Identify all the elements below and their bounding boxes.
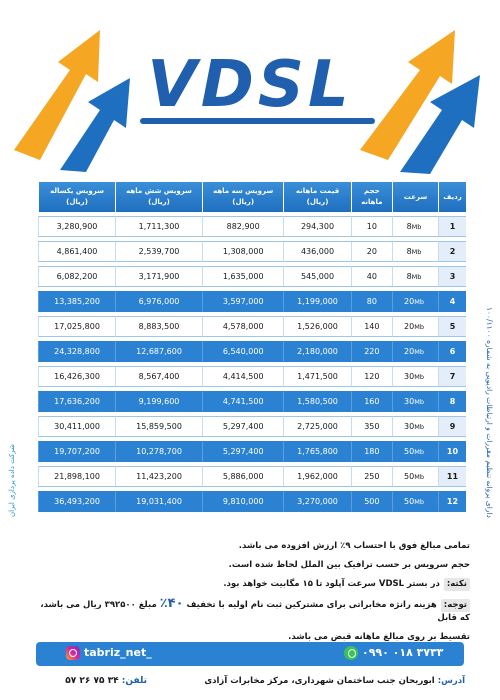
header-monthly: قیمت ماهانه (ریال) [283,182,351,212]
phone: تلفن: ۳۴ ۷۵ ۲۶ ۵۷ [65,676,147,686]
table-row: 10 50Mb 180 1,765,800 5,297,400 10,278,7… [38,441,466,462]
note-installment: تقسیط بر روی مبالغ ماهانه قبض می باشد. [288,632,470,642]
table-row: 9 30Mb 350 2,725,000 5,297,400 15,859,50… [38,416,466,437]
header-yearly: سرویس یکساله (ریال) [38,182,116,212]
contact-bar: tabriz_net_ ۰۹۹۰ ۰۱۸ ۳۷۳۳ [36,642,464,666]
table-row: 7 30Mb 120 1,471,500 4,414,500 8,567,400… [38,366,466,387]
whatsapp-icon [344,646,358,660]
table-row: 5 20Mb 140 1,526,000 4,578,000 8,883,500… [38,316,466,337]
table-row: 8 30Mb 160 1,580,500 4,741,500 9,199,600… [38,391,466,412]
header: VDSL [0,0,500,175]
table-row: 12 50Mb 500 3,270,000 9,810,000 19,031,4… [38,491,466,512]
header-speed: سرعت [392,182,438,212]
note-label: توجه: [440,599,470,612]
table-row: 1 8Mb 10 294,300 882,900 1,711,300 3,280… [38,216,466,237]
table-row: 4 20Mb 80 1,199,000 3,597,000 6,976,000 … [38,291,466,312]
company-logo: شرکت داده پردازی ایران [8,443,16,517]
whatsapp-link[interactable]: ۰۹۹۰ ۰۱۸ ۳۷۳۳ [344,646,454,662]
note-label: نکته: [443,578,470,591]
discount-percent: ۴۰٪ [159,596,184,611]
notes-section: تمامی مبالغ فوق با احتساب ۹٪ ارزش افزوده… [30,540,470,650]
note-vat: تمامی مبالغ فوق با احتساب ۹٪ ارزش افزوده… [238,541,470,551]
table-row: 6 20Mb 220 2,180,000 6,540,000 12,687,60… [38,341,466,362]
arrows-graphic [14,30,480,174]
note-discount: توجه:هزینه رانژه مخابراتی برای مشترکین ث… [40,596,470,623]
title-underline [140,118,375,124]
note-traffic: حجم سرویس بر حسب ترافیک بین الملل لحاظ ش… [228,560,470,570]
page-title: VDSL [147,48,353,122]
blue-arrow-right-icon [400,75,480,174]
license-note: دارای پروانه تنظیم مقررات و ارتباطات راد… [485,307,494,518]
header-six-month: سرویس شش ماهه (ریال) [115,182,202,212]
note-upload: نکته:در بستر VDSL سرعت آپلود تا ۱۵ مگابی… [30,578,470,591]
blue-arrow-left-icon [60,78,130,172]
header-three-month: سرویس سه ماهه (ریال) [201,182,284,212]
table-row: 3 8Mb 40 545,000 1,635,000 3,171,900 6,0… [38,266,466,287]
table-header-row: ردیف سرعت حجم ماهانه قیمت ماهانه (ریال) … [38,182,466,212]
header-idx: ردیف [438,182,466,212]
orange-arrow-left-icon [14,30,100,160]
orange-arrow-right-icon [360,30,455,160]
plans-table: ردیف سرعت حجم ماهانه قیمت ماهانه (ریال) … [38,178,466,516]
address: آدرس: ابوریحان جنب ساختمان شهرداری، مرکز… [204,676,465,686]
header-volume: حجم ماهانه [350,182,392,212]
instagram-icon [66,646,80,660]
table-row: 2 8Mb 20 436,000 1,308,000 2,539,700 4,8… [38,241,466,262]
table-row: 11 50Mb 250 1,962,000 5,886,000 11,423,2… [38,466,466,487]
instagram-link[interactable]: tabriz_net_ [66,646,186,662]
